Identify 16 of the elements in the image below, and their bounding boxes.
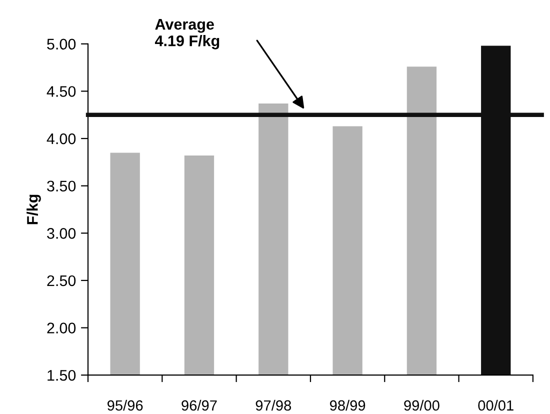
y-tick-label: 2.00 [47,322,76,334]
x-tick-label: 96/97 [182,400,217,411]
x-tick-label: 95/96 [108,400,143,411]
y-tick-label: 5.00 [47,38,76,50]
x-tick-label: 00/01 [478,400,514,411]
y-tick-label: 4.50 [46,86,76,97]
y-tick-label: 3.00 [47,228,76,239]
x-tick-label: 97/98 [256,400,292,411]
x-tick-label: 98/99 [330,400,366,411]
y-tick-label: 4.00 [46,133,76,144]
annotation: Average 4.19 F/kg [154,19,220,50]
y-axis-title: F/kg [26,194,41,224]
y-tick-label: 2.50 [47,275,76,286]
y-tick-label: 1.50 [48,370,76,381]
x-tick-label: 99/00 [404,400,440,411]
y-tick-label: 3.50 [47,180,76,192]
